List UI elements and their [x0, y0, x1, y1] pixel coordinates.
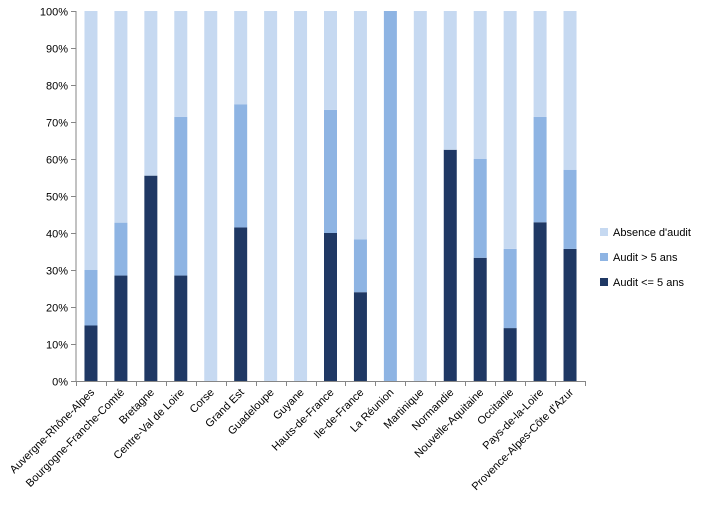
bar-segment [324, 109, 337, 233]
y-tick-label: 30% [46, 266, 68, 278]
bar-segment [174, 116, 188, 276]
bar-segment [503, 11, 517, 249]
bar-segment [84, 270, 98, 326]
bar-segment [84, 325, 98, 381]
bar-segment [234, 104, 248, 228]
legend-label: Absence d'audit [613, 227, 691, 239]
y-tick-label: 70% [46, 118, 68, 130]
bar-segment [563, 11, 577, 170]
bar-segment [144, 11, 158, 176]
bar-segment [204, 11, 218, 381]
y-tick-label: 40% [46, 229, 68, 241]
bar-segment [353, 11, 367, 240]
bar-segment [353, 239, 367, 293]
bar-segment [443, 149, 457, 381]
bar-segment [443, 11, 457, 150]
y-tick-label: 10% [46, 340, 68, 352]
bar-segment [324, 233, 337, 381]
bar-segment [144, 175, 158, 381]
y-tick-labels: 0% 10% 20% 30% 40% 50% 60% 70% 80% 90% 100% [40, 7, 68, 389]
bar-segment [174, 11, 188, 117]
bar-segment [234, 227, 248, 381]
legend: Absence d'audit Audit > 5 ans Audit <= 5 a… [600, 227, 691, 289]
bar-segment [114, 11, 128, 223]
bar-segment [473, 11, 487, 159]
bar-segment [114, 222, 128, 276]
bar-segment [114, 275, 128, 381]
y-tick-label: 20% [46, 303, 68, 315]
bar-segment [324, 11, 337, 110]
x-tick-labels: Auvergne-Rhône-AlpesBourgogne-Franche-Co… [8, 386, 577, 493]
bar-segment [353, 292, 367, 381]
axes-group [71, 11, 586, 386]
bar-segment [294, 11, 308, 381]
bar-segment [473, 159, 487, 258]
legend-swatch [600, 253, 608, 261]
y-tick-label: 50% [46, 192, 68, 204]
legend-label: Audit <= 5 ans [613, 277, 684, 289]
bar-segment [234, 11, 248, 105]
y-tick-label: 80% [46, 81, 68, 93]
bar-segment [383, 11, 397, 381]
bar-segment [533, 11, 547, 117]
bar-segment [264, 11, 278, 381]
bar-segment [413, 11, 427, 381]
bar-segment [533, 222, 547, 381]
bar-segment [174, 275, 188, 381]
y-tick-label: 0% [52, 377, 68, 389]
y-tick-label: 90% [46, 44, 68, 56]
y-tick-label: 100% [40, 7, 68, 19]
bar-segment [84, 11, 98, 270]
y-tick-label: 60% [46, 155, 68, 167]
legend-label: Audit > 5 ans [613, 252, 678, 264]
bars-group [84, 11, 577, 381]
bar-segment [503, 248, 517, 329]
bar-segment [563, 169, 577, 249]
bar-segment [503, 328, 517, 381]
legend-swatch [600, 228, 608, 236]
bar-segment [533, 116, 547, 223]
bar-segment [473, 257, 487, 381]
bar-segment [563, 248, 577, 381]
legend-swatch [600, 278, 608, 286]
